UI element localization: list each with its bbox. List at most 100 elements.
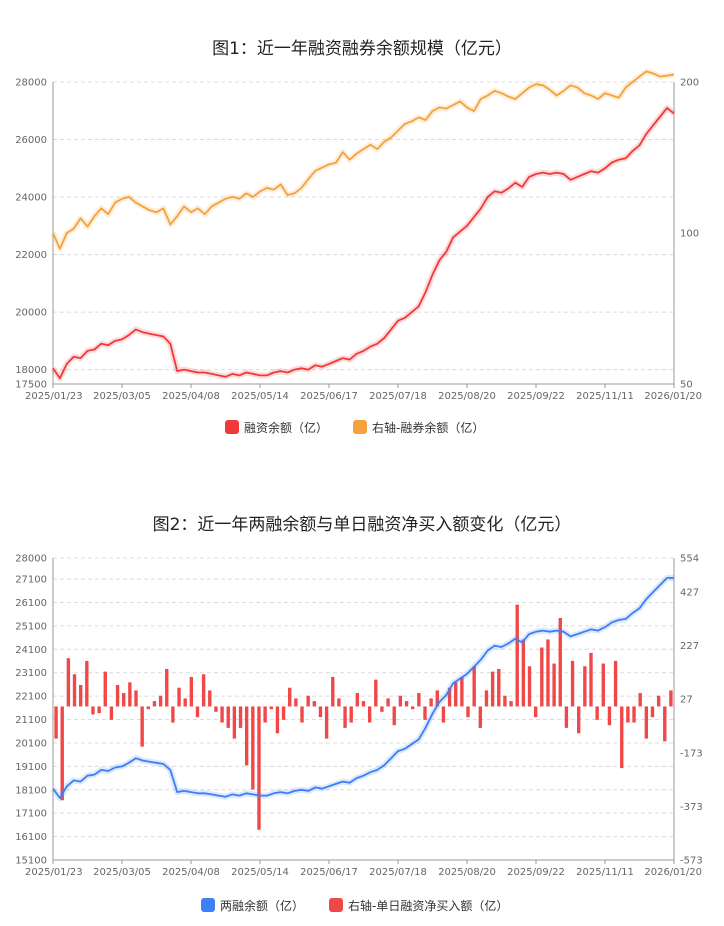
bar-21	[183, 698, 187, 707]
x-tick-label: 2025/05/14	[231, 867, 289, 878]
y-right-tick-label: 227	[680, 641, 699, 652]
bar-44	[324, 706, 329, 739]
bar-0	[54, 706, 58, 739]
series-line-0	[52, 577, 674, 799]
y-left-tick-label: 22000	[15, 250, 47, 261]
x-tick-label: 2025/03/05	[93, 867, 151, 878]
series-line-0	[52, 107, 675, 380]
x-tick-label: 2026/01/20	[644, 391, 702, 402]
y-left-tick-label: 16100	[15, 832, 47, 843]
y-right-tick-label: 427	[680, 588, 699, 599]
bar-10	[115, 685, 120, 707]
bar-70	[484, 690, 489, 707]
bar-62	[435, 690, 439, 707]
bar-71	[490, 671, 495, 707]
bar-82	[558, 618, 562, 707]
bar-8	[103, 671, 107, 707]
bar-55	[392, 706, 396, 726]
bar-56	[398, 695, 403, 707]
y-left-tick-label: 26100	[15, 598, 47, 609]
bar-59	[417, 693, 421, 707]
bar-50	[361, 701, 366, 707]
bar-43	[318, 706, 323, 718]
bar-51	[367, 706, 372, 723]
bar-73	[503, 695, 507, 707]
x-tick-label: 2025/09/22	[507, 391, 565, 402]
y-right-tick-label: 50	[680, 380, 693, 391]
y-left-tick-label: 22100	[15, 692, 47, 703]
bar-98	[656, 695, 661, 707]
x-tick-label: 2025/01/23	[25, 867, 83, 878]
legend-label-0: 两融余额（亿）	[220, 898, 304, 913]
x-tick-label: 2025/06/17	[300, 391, 358, 402]
bar-15	[146, 706, 150, 710]
bar-18	[165, 668, 169, 707]
bar-11	[122, 693, 126, 707]
y-right-tick-label: -373	[680, 802, 703, 813]
bar-17	[158, 695, 163, 707]
bar-96	[644, 706, 649, 739]
y-left-tick-label: 23100	[15, 668, 47, 679]
bar-92	[620, 706, 624, 769]
bar-33	[257, 706, 261, 830]
bar-45	[331, 676, 335, 707]
y-left-tick-label: 25100	[15, 621, 47, 632]
y-left-tick-label: 20000	[15, 308, 47, 319]
y-left-tick-label: 28000	[15, 78, 47, 89]
bar-2	[66, 658, 71, 707]
chart-1: 图1：近一年融资融券余额规模（亿元） 17500 18000 20000 22000 2…	[15, 39, 702, 435]
x-tick-label: 2025/01/23	[25, 391, 83, 402]
series-glow-0	[50, 574, 674, 801]
x-tick-label: 2025/07/18	[369, 391, 427, 402]
x-tick-label: 2025/04/08	[162, 867, 220, 878]
y-left-tick-label: 17100	[15, 809, 47, 820]
y-left-tick-label: 18100	[15, 785, 47, 796]
bar-20	[177, 687, 181, 707]
bar-97	[650, 706, 655, 718]
bar-28	[226, 706, 230, 728]
x-tick-label: 2025/04/08	[162, 391, 220, 402]
bar-14	[140, 706, 144, 747]
y-right-tick-label: 27	[680, 695, 693, 706]
bar-46	[337, 698, 341, 707]
bar-78	[533, 706, 538, 718]
bar-52	[374, 679, 378, 707]
bar-86	[583, 666, 587, 707]
bar-19	[171, 706, 175, 723]
legend-label-1: 右轴-融券余额（亿）	[372, 420, 484, 435]
bar-4	[78, 685, 83, 707]
bar-57	[404, 701, 409, 707]
bar-53	[380, 706, 384, 712]
bar-7	[97, 706, 101, 714]
y-left-tick-label: 24100	[15, 645, 47, 656]
bar-47	[343, 706, 347, 728]
bar-94	[632, 706, 636, 723]
bar-93	[626, 706, 630, 723]
bar-42	[312, 701, 317, 707]
bar-88	[595, 706, 599, 720]
bar-40	[300, 706, 304, 723]
bar-27	[220, 706, 224, 723]
bar-38	[288, 687, 292, 707]
chart-1-svg: 17500 18000 20000 22000 24000 26000 28000 50 100…	[15, 68, 702, 435]
bar-61	[429, 698, 433, 707]
x-tick-label: 2025/08/20	[438, 867, 496, 878]
bar-32	[251, 706, 255, 790]
x-tick-label: 2025/11/11	[576, 391, 634, 402]
bar-60	[423, 706, 427, 720]
bar-37	[281, 706, 286, 720]
bar-80	[546, 639, 550, 707]
bar-67	[466, 706, 470, 718]
bar-79	[540, 647, 544, 707]
bar-66	[460, 676, 464, 707]
x-tick-label: 2025/03/05	[93, 391, 151, 402]
x-tick-label: 2025/08/20	[438, 391, 496, 402]
y-left-tick-label: 18000	[15, 365, 47, 376]
series-glow-1	[50, 68, 675, 252]
bar-6	[91, 706, 95, 715]
bar-25	[208, 690, 212, 707]
bar-36	[275, 706, 280, 734]
y-left-tick-label: 15100	[15, 856, 47, 867]
y-left-tick-label: 19100	[15, 762, 47, 773]
bar-89	[601, 663, 605, 707]
